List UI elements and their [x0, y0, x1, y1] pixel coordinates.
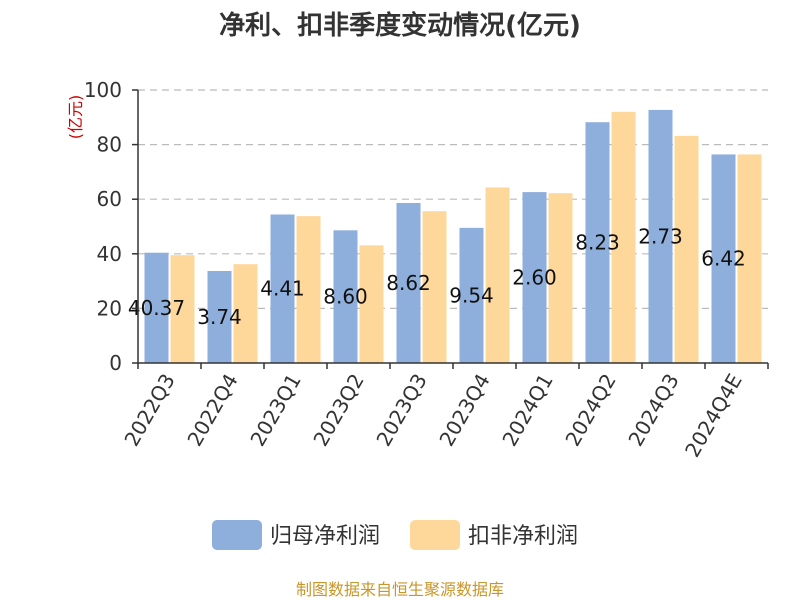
x-tick-label: 2023Q3: [371, 370, 431, 451]
bar-net-profit: [585, 122, 610, 364]
x-tick-label: 2024Q2: [560, 370, 620, 451]
bar-deducted-net-profit: [548, 193, 573, 363]
data-label: 8.62: [386, 271, 431, 295]
grid-lines: [138, 89, 768, 309]
bar-net-profit: [396, 203, 421, 363]
bar-deducted-net-profit: [170, 255, 195, 363]
legend-label: 归母净利润: [270, 524, 380, 549]
x-tick-label: 2023Q1: [245, 370, 305, 451]
bar-net-profit: [648, 109, 673, 363]
y-tick-label: 100: [84, 78, 122, 102]
x-tick-label: 2024Q1: [497, 370, 557, 451]
bar-net-profit: [711, 154, 736, 363]
bar-net-profit: [522, 192, 547, 363]
y-tick-label: 0: [109, 351, 122, 375]
bar-deducted-net-profit: [296, 216, 321, 363]
x-tick-label: 2022Q3: [119, 370, 179, 451]
bar-net-profit: [270, 214, 295, 363]
bar-deducted-net-profit: [674, 135, 699, 363]
bar-deducted-net-profit: [233, 264, 258, 363]
chart-title: 净利、扣非季度变动情况(亿元): [219, 10, 581, 41]
legend-swatch: [212, 520, 262, 550]
legend-label: 扣非净利润: [468, 524, 578, 549]
bar-net-profit: [207, 270, 232, 363]
legend: 归母净利润 扣非净利润: [212, 520, 578, 550]
bar-deducted-net-profit: [737, 154, 762, 363]
x-tick-label: 2022Q4: [182, 370, 242, 451]
y-tick-label: 20: [97, 296, 122, 320]
data-label: 6.42: [701, 247, 746, 271]
y-tick-label: 80: [97, 133, 122, 157]
data-label: 8.23: [575, 231, 620, 255]
bar-deducted-net-profit: [422, 211, 447, 363]
x-tick-label: 2023Q2: [308, 370, 368, 451]
data-label: 2.73: [638, 224, 683, 248]
data-source-note: 制图数据来自恒生聚源数据库: [296, 580, 504, 599]
data-label: 2.60: [512, 266, 557, 290]
y-tick-label: 60: [97, 187, 122, 211]
x-tick-label: 2024Q4E: [680, 370, 747, 462]
legend-swatch: [410, 520, 460, 550]
bar-net-profit: [459, 227, 484, 363]
bar-deducted-net-profit: [485, 187, 510, 363]
x-tick-label: 2024Q3: [623, 370, 683, 451]
bar-net-profit: [333, 230, 358, 363]
y-axis-unit-label: (亿元): [66, 95, 85, 140]
bar-deducted-net-profit: [359, 245, 384, 363]
data-label: 9.54: [449, 283, 494, 307]
data-labels: 40.37 3.744.41 8.608.629.542.608.23 2.736.4…: [128, 224, 746, 329]
x-tick-label: 2023Q4: [434, 370, 494, 451]
data-label: 3.74: [197, 305, 242, 329]
bars: [144, 109, 762, 364]
data-label: 4.41: [260, 277, 305, 301]
bar-deducted-net-profit: [611, 111, 636, 363]
y-tick-label: 40: [97, 242, 122, 266]
data-label: 8.60: [323, 285, 368, 309]
bar-net-profit: [144, 252, 169, 363]
